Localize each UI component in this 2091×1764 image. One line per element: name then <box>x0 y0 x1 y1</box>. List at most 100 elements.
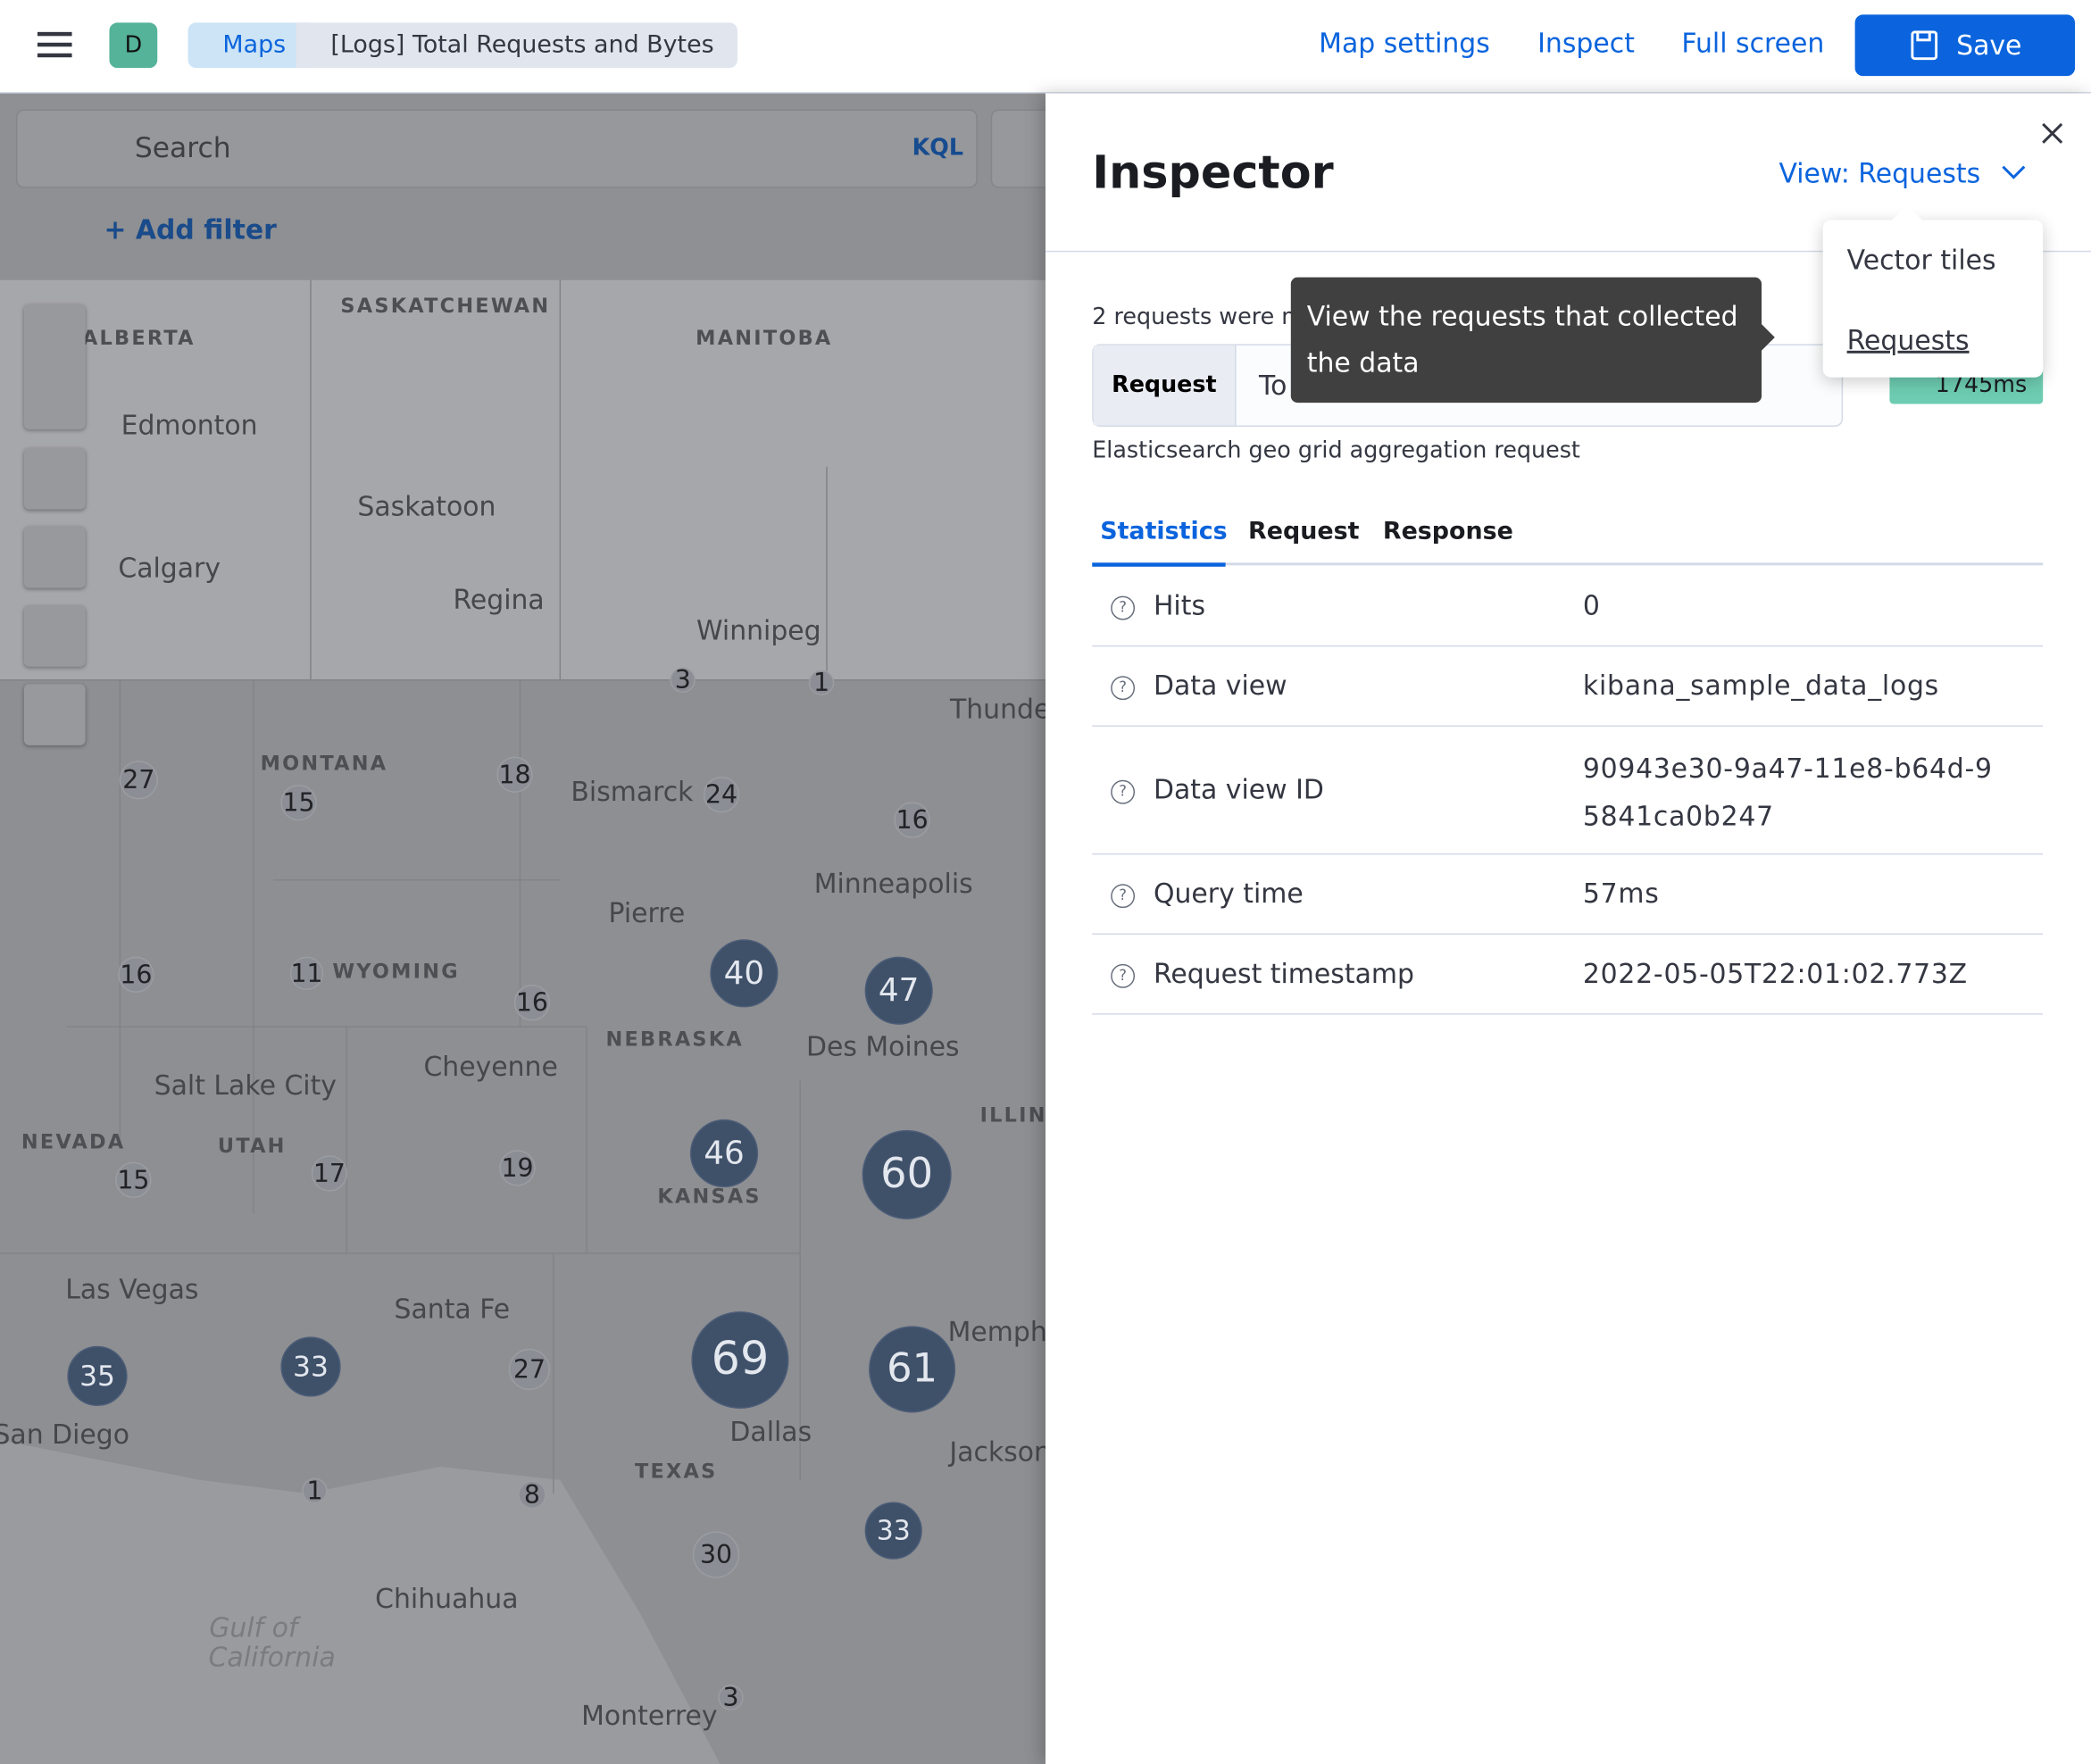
cluster <box>670 667 696 693</box>
cluster-count: 3 <box>722 1683 738 1712</box>
map-label: Monterrey <box>581 1701 717 1732</box>
mexico <box>0 1440 721 1764</box>
requests-note: 2 requests were m <box>1092 304 1304 331</box>
close-button[interactable] <box>2039 120 2066 146</box>
cluster <box>118 956 154 993</box>
avatar[interactable]: D <box>109 22 158 69</box>
overlay <box>0 94 1046 280</box>
cluster-count: 69 <box>712 1332 770 1385</box>
cluster-count: 1 <box>813 668 829 697</box>
save-button[interactable]: Save <box>1854 14 2076 77</box>
view-selector[interactable]: View: Requests <box>1779 157 1981 190</box>
map-label: Calgary <box>118 553 221 584</box>
cluster <box>862 1129 952 1219</box>
map-control[interactable] <box>23 526 86 588</box>
map-label: Gulf of <box>209 1613 302 1644</box>
help-icon: ? <box>1111 779 1136 803</box>
save-label: Save <box>1956 29 2022 62</box>
map-control[interactable] <box>23 304 86 429</box>
cluster-count: 16 <box>896 805 929 835</box>
tabs-border <box>1092 562 2044 566</box>
search-placeholder: Search <box>134 131 231 164</box>
map[interactable]: SASKATCHEWAN ALBERTA MANITOBA Edmonton Saska… <box>0 279 1046 1764</box>
cluster <box>718 1685 744 1710</box>
cluster <box>692 1531 740 1578</box>
map-label: NEVADA <box>21 1131 126 1154</box>
stat-name: ? Request timestamp <box>1111 957 1414 989</box>
menu-icon[interactable] <box>37 29 72 62</box>
request-label: Request <box>1093 345 1237 426</box>
cluster-count: 19 <box>501 1153 533 1183</box>
header-link[interactable]: Full screen <box>1681 26 1825 59</box>
stat-value: 57ms <box>1582 877 1660 910</box>
cluster <box>710 939 779 1008</box>
stats-row: ? Request timestamp 2022-05-05T22:01:02.77… <box>1092 934 2044 1015</box>
map-label: MANITOBA <box>696 327 832 350</box>
stats-row: ? Data view kibana_sample_data_logs <box>1092 645 2044 728</box>
kql-button[interactable]: KQL <box>912 134 964 162</box>
tab[interactable]: Response <box>1382 517 1513 545</box>
add-filter[interactable]: + Add filter <box>104 212 277 245</box>
cluster-count: 35 <box>79 1360 115 1393</box>
map-pane: Search KQL + Add filter SASKATCHEWAN ALBE… <box>0 93 1074 1764</box>
map-control[interactable] <box>23 447 86 510</box>
map-label: UTAH <box>218 1135 287 1158</box>
header: D Maps [Logs] Total Requests and Bytes M… <box>0 0 2091 94</box>
cluster <box>499 1150 536 1186</box>
cluster <box>864 1502 922 1560</box>
cluster-count: 40 <box>724 955 765 992</box>
cluster-count: 8 <box>524 1480 540 1510</box>
cluster <box>311 1155 348 1192</box>
cluster-count: 24 <box>705 780 737 810</box>
tooltip-text: View the requests that collected the dat… <box>1306 300 1738 379</box>
map-label: Des Moines <box>806 1031 960 1062</box>
map-label: Salt Lake City <box>154 1070 337 1102</box>
breadcrumb: [Logs] Total Requests and Bytes <box>296 22 738 69</box>
cluster-count: 27 <box>122 765 154 795</box>
stat-label: Data view ID <box>1153 773 1324 806</box>
stat-name: ? Hits <box>1111 589 1205 621</box>
map-label: California <box>209 1643 336 1674</box>
menu-item[interactable]: Vector tiles <box>1846 244 1996 277</box>
breadcrumb[interactable]: Maps <box>187 22 311 69</box>
cluster <box>689 1119 759 1188</box>
cluster <box>115 1161 152 1198</box>
menu-item[interactable]: Requests <box>1846 323 1970 356</box>
chevron <box>2002 165 2026 179</box>
canada <box>0 279 1046 680</box>
cluster-count: 17 <box>313 1159 346 1188</box>
header-link[interactable]: Inspect <box>1537 26 1635 59</box>
cluster-count: 61 <box>887 1344 937 1391</box>
cluster-count: 18 <box>498 760 530 789</box>
stat-label: Request timestamp <box>1153 957 1414 990</box>
cluster <box>67 1345 128 1407</box>
map-label: Edmonton <box>121 410 258 441</box>
map-label: Dallas <box>729 1417 812 1448</box>
request-value: To <box>1258 369 1287 402</box>
query-bar[interactable]: Search KQL <box>15 109 978 188</box>
menu-arrow <box>1891 204 1922 236</box>
header-link[interactable]: Map settings <box>1319 26 1490 59</box>
cluster-count: 11 <box>290 959 322 988</box>
map-label: Regina <box>453 585 544 616</box>
cluster <box>894 802 930 838</box>
map-control[interactable] <box>23 605 86 667</box>
map-label: Chihuahua <box>375 1584 518 1615</box>
map-label: Bismarck <box>571 777 694 808</box>
stat-value: 90943e30-9a47-11e8-b64d-95841ca0b247 <box>1582 752 1993 833</box>
stat-value: kibana_sample_data_logs <box>1582 669 1939 702</box>
cluster <box>703 777 740 813</box>
cluster-count: 33 <box>293 1351 329 1383</box>
tab[interactable]: Request <box>1248 517 1360 545</box>
map-label: Thunde <box>949 695 1046 726</box>
tab[interactable]: Statistics <box>1092 518 1228 567</box>
cluster <box>289 956 324 990</box>
map-label: Memph <box>948 1317 1046 1348</box>
cluster <box>869 1326 956 1413</box>
map-control[interactable] <box>23 684 86 745</box>
inspector-title: Inspector <box>1092 146 1334 201</box>
request-description: Elasticsearch geo grid aggregation reque… <box>1092 437 1580 464</box>
save-icon <box>1911 30 1938 61</box>
map-label: Saskatoon <box>357 492 496 523</box>
